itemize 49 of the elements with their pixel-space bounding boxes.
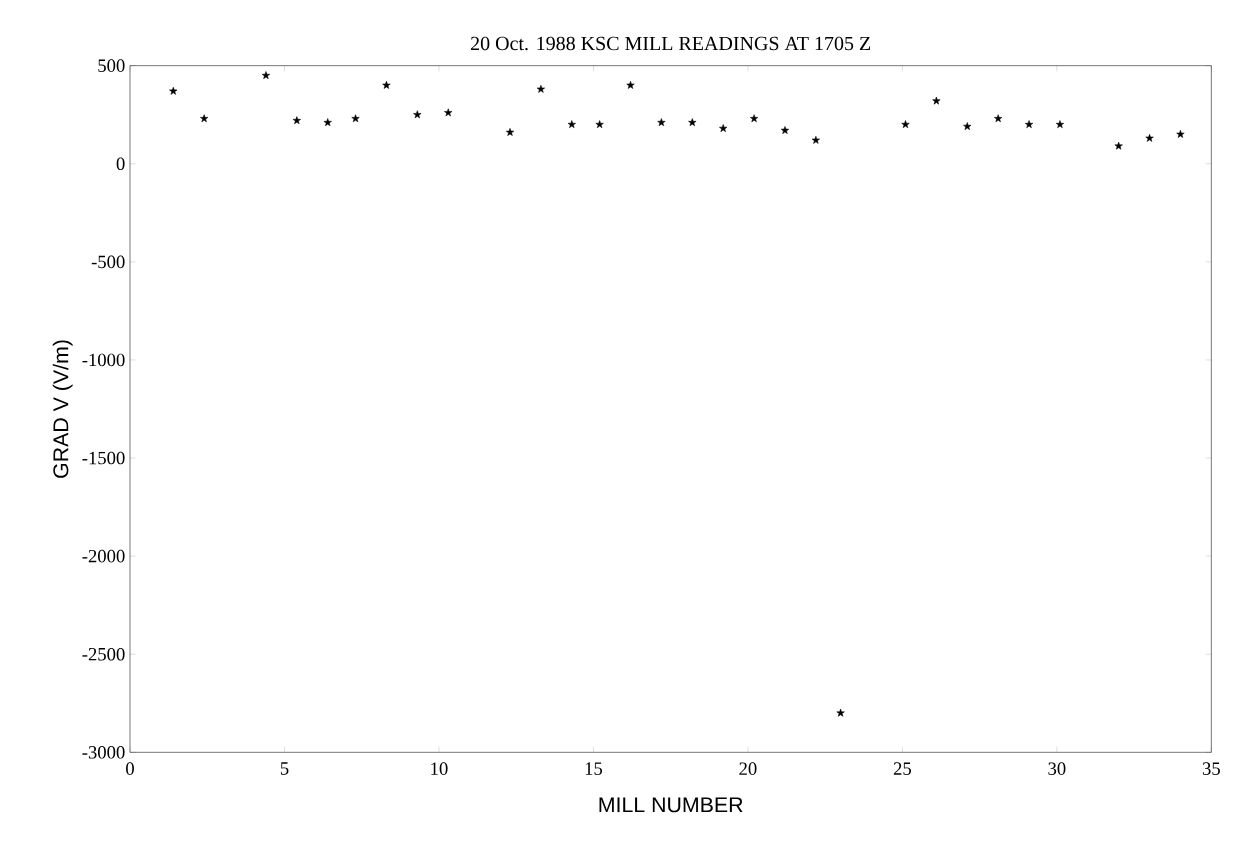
point [444, 108, 453, 117]
x-tick-label: 25 [893, 762, 911, 775]
point [1114, 141, 1123, 150]
point [261, 71, 271, 79]
x-axis-title: MILL NUMBER [599, 797, 743, 813]
point [1145, 133, 1154, 142]
point [351, 114, 360, 123]
point [657, 118, 666, 127]
chart-title: 20 Oct. 1988 KSC MILL READINGS AT 1705 Z [471, 36, 871, 51]
point [595, 120, 604, 129]
point [750, 114, 759, 123]
y-tick-label: -1000 [82, 353, 125, 367]
point [932, 96, 941, 105]
y-tick-label: 500 [98, 59, 125, 72]
x-tick-label: 30 [1048, 762, 1066, 775]
point [1055, 120, 1065, 129]
x-tick-label: 15 [585, 762, 603, 775]
y-tick-label: -1500 [82, 451, 125, 465]
point [567, 120, 576, 129]
point [413, 110, 422, 119]
point [901, 120, 910, 129]
point [1024, 120, 1034, 129]
point [200, 114, 209, 123]
point [505, 128, 515, 136]
point [963, 122, 972, 130]
y-tick-label: 0 [116, 157, 125, 171]
point [169, 86, 178, 95]
x-tick-label: 0 [126, 762, 134, 775]
point [536, 84, 545, 93]
point [994, 114, 1003, 123]
point [382, 81, 391, 89]
point [780, 126, 790, 134]
x-tick-label: 5 [280, 762, 289, 775]
point [292, 116, 301, 125]
x-tick-label: 20 [739, 762, 757, 775]
y-tick-label: -3000 [82, 746, 125, 759]
point [626, 81, 635, 89]
x-tick-label: 35 [1202, 762, 1220, 775]
point [811, 135, 820, 144]
point [1176, 130, 1185, 138]
point [688, 118, 697, 127]
x-tick-label: 10 [431, 762, 448, 775]
y-axis-title: GRAD V (V/m) [52, 340, 73, 478]
point [719, 124, 728, 132]
y-tick-label: -2500 [82, 647, 125, 661]
y-tick-label: -2000 [82, 549, 125, 563]
point [323, 118, 332, 127]
point [836, 708, 845, 717]
y-tick-label: -500 [91, 255, 125, 269]
